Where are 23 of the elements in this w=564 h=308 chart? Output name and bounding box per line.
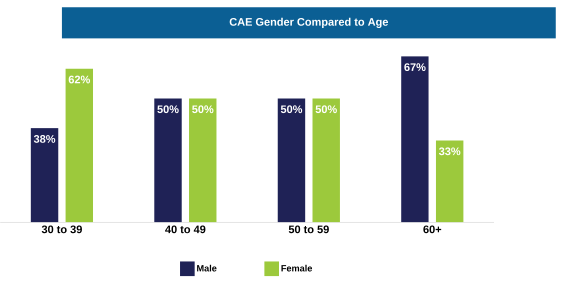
bar — [278, 98, 306, 222]
data-label: 50% — [280, 105, 302, 113]
x-tick-label: 50 to 59 — [288, 225, 329, 234]
x-tick-label: 30 to 39 — [42, 225, 82, 234]
bar — [66, 68, 94, 222]
data-label: 38% — [34, 134, 56, 143]
data-label: 33% — [438, 147, 460, 156]
legend-label: Male — [197, 264, 217, 272]
data-label: 50% — [157, 105, 179, 113]
bar — [154, 98, 182, 222]
x-tick-label: 60+ — [423, 225, 442, 234]
bar — [401, 56, 429, 222]
data-label: 62% — [68, 76, 90, 84]
x-tick-label: 40 to 49 — [165, 225, 206, 234]
data-label: 67% — [404, 63, 426, 71]
bar — [312, 98, 340, 222]
bar — [30, 128, 58, 222]
legend-label: Female — [281, 264, 312, 272]
chart-title: CAE Gender Compared to Age — [230, 18, 388, 28]
bar — [189, 98, 216, 222]
data-label: 50% — [316, 105, 337, 113]
bar — [436, 140, 464, 222]
data-label: 50% — [192, 105, 214, 113]
